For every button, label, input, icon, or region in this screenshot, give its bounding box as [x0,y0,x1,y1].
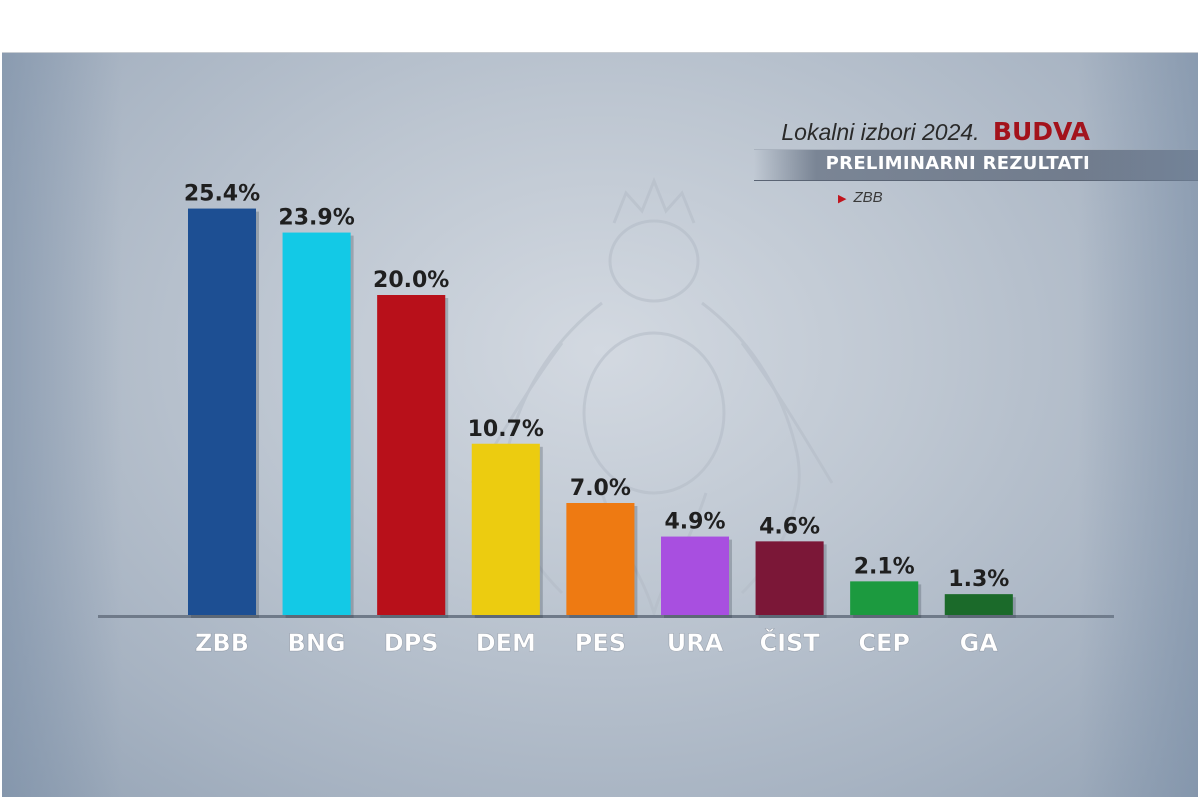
bar-gloss [850,581,919,615]
value-label: 7.0% [570,476,631,501]
bar-gloss [471,443,540,615]
value-label: 25.4% [184,182,260,207]
value-label: 23.9% [278,206,354,231]
triangle-marker-icon: ▶ [838,193,847,205]
value-label: 4.9% [664,510,725,535]
category-label: ČIST [759,627,820,657]
chart-baseline [98,615,1114,618]
category-label: URA [667,629,724,657]
category-label: DPS [384,629,439,657]
chart-heading: Lokalni izbori 2024. BUDVA [781,117,1090,146]
legend: ▶ ZBB [838,189,883,206]
value-label: 1.3% [948,567,1009,592]
bar-gloss [282,232,351,615]
chart-panel: 25.4% ZBB 23.9% BNG 20.0% DPS 10.7% DEM 7.0% PES 4… [2,52,1198,797]
value-label: 10.7% [468,417,544,442]
bar-gloss [661,536,729,615]
category-label: PES [575,629,626,657]
bar-gloss [755,541,824,615]
value-label: 2.1% [854,554,915,579]
value-label: 20.0% [373,268,449,293]
results-band: PRELIMINARNI REZULTATI [754,149,1198,181]
results-band-label: PRELIMINARNI REZULTATI [825,153,1090,174]
category-label: DEM [476,629,536,657]
value-label: 4.6% [759,514,820,539]
category-label: ZBB [195,629,249,657]
bar-gloss [566,503,635,615]
category-label: GA [960,629,999,657]
city-name: BUDVA [992,117,1090,146]
bar-gloss [944,594,1013,615]
bar-gloss [188,208,256,615]
category-label: CEP [858,629,910,657]
category-label: BNG [288,629,346,657]
bar-gloss [377,295,446,615]
election-subtitle: Lokalni izbori 2024. [781,119,980,145]
bar-chart: 25.4% ZBB 23.9% BNG 20.0% DPS 10.7% DEM 7.0% PES 4… [98,182,1114,657]
legend-label: ZBB [853,189,883,206]
